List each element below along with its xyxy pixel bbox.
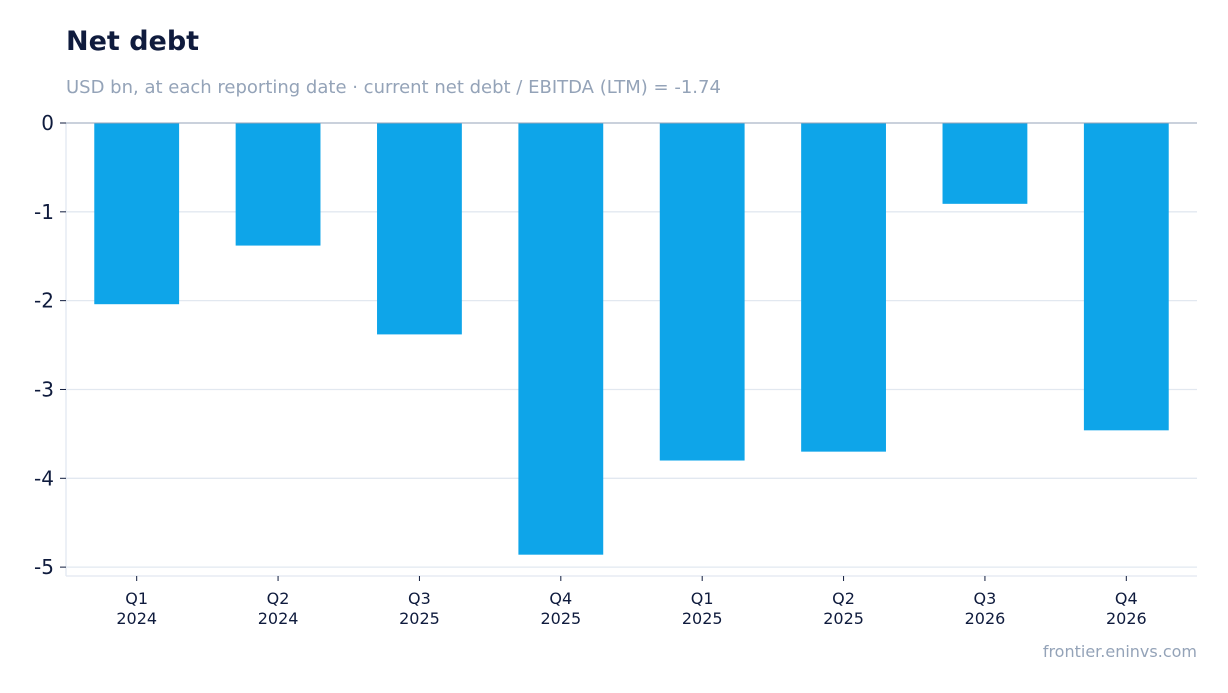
- bar-q1-2025: [659, 123, 745, 461]
- y-tick-label: -5: [34, 555, 54, 579]
- bar-q3-2026: [942, 123, 1028, 204]
- y-tick-label: -3: [34, 377, 54, 401]
- source-label: frontier.eninvs.com: [1042, 642, 1197, 661]
- x-tick-label: Q1 2024: [116, 589, 157, 628]
- y-tick-label: 0: [41, 111, 54, 135]
- bar-q4-2026: [1083, 123, 1169, 431]
- bars: [94, 123, 1169, 555]
- y-tick-label: -2: [34, 289, 54, 313]
- x-tick-label: Q1 2025: [682, 589, 723, 628]
- chart-title: Net debt: [66, 26, 200, 57]
- y-tick-label: -1: [34, 200, 54, 224]
- x-tick-label: Q3 2026: [965, 589, 1006, 628]
- axes: Q1 2024 Q2 2024 Q3 2025 Q4 2025 Q1 2025 Q2 2025 Q3 20…: [34, 111, 1197, 628]
- x-tick-label: Q2 2024: [258, 589, 299, 628]
- bar-q2-2024: [235, 123, 321, 246]
- x-tick-label: Q3 2025: [399, 589, 440, 628]
- x-tick-label: Q4 2026: [1106, 589, 1147, 628]
- x-tick-label: Q4 2025: [540, 589, 581, 628]
- bar-q2-2025: [801, 123, 886, 452]
- grid-lines: [65, 123, 1197, 577]
- bar-q3-2025: [377, 123, 462, 335]
- x-tick-label: Q2 2025: [823, 589, 864, 628]
- chart-subtitle: USD bn, at each reporting date · current…: [66, 77, 721, 98]
- bar-q1-2024: [94, 123, 180, 305]
- bar-q4-2025: [518, 123, 604, 555]
- y-tick-label: -4: [34, 466, 54, 490]
